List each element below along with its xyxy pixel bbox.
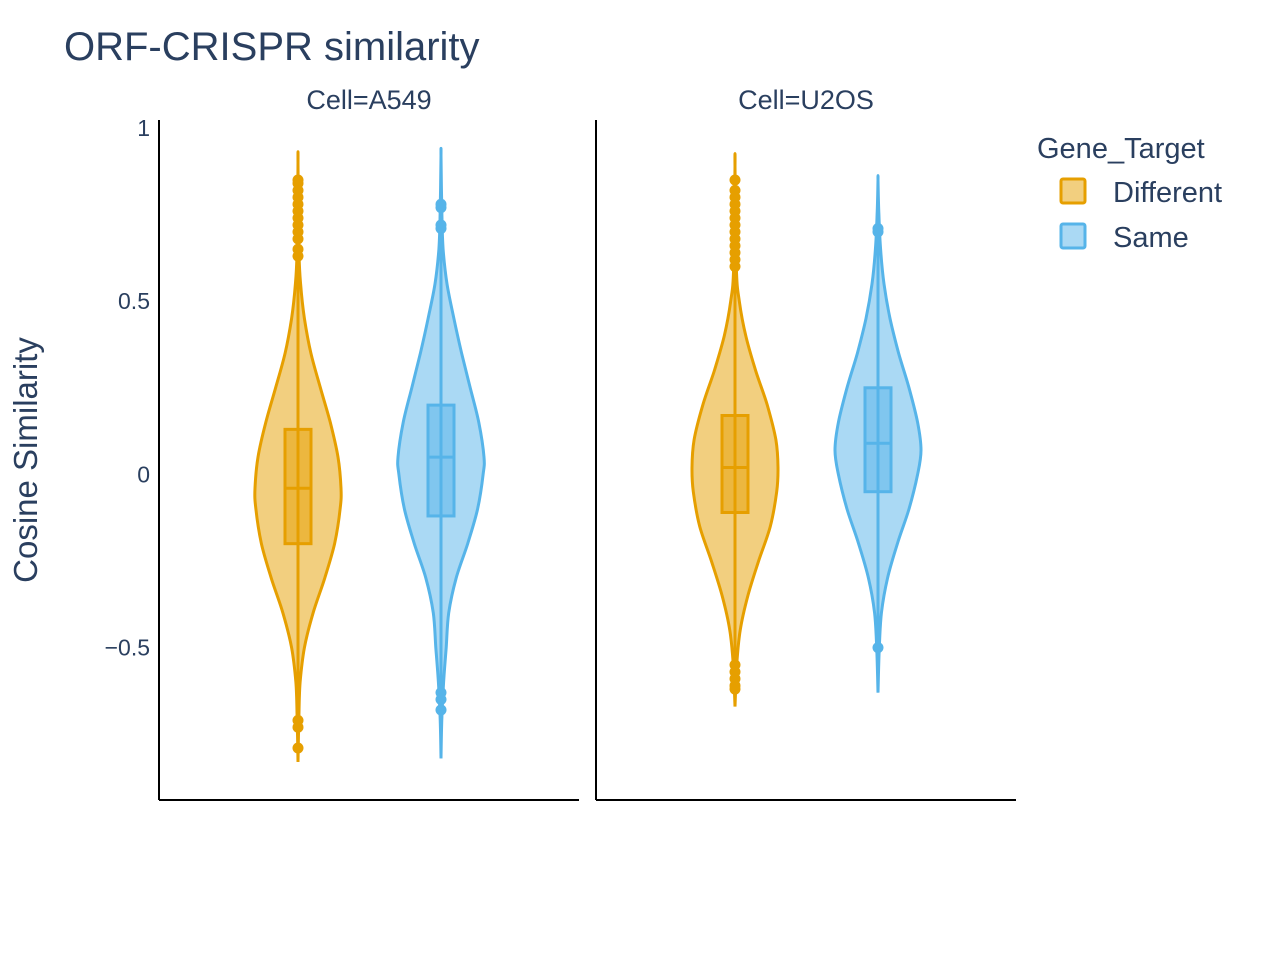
facets: Cell=A549 Cell=U2OS: [158, 85, 1016, 801]
violin-different[interactable]: [253, 150, 343, 762]
y-axis-label: Cosine Similarity: [7, 337, 44, 583]
outlier-point: [729, 174, 741, 186]
outlier-point: [729, 683, 741, 695]
legend-item-same[interactable]: Same: [1059, 222, 1189, 254]
y-tick-label: −0.5: [105, 635, 150, 661]
outlier-point: [292, 721, 304, 733]
box: [720, 414, 750, 514]
outlier-point: [435, 219, 447, 231]
violin-different[interactable]: [690, 152, 780, 707]
facet-label: Cell=A549: [306, 85, 431, 115]
y-tick-label: 1: [137, 115, 150, 141]
legend-swatch: [1059, 177, 1087, 205]
outlier-point: [872, 642, 884, 654]
box: [426, 403, 456, 518]
legend-item-different[interactable]: Different: [1059, 177, 1222, 209]
outlier-point: [292, 174, 304, 186]
outlier-point: [435, 694, 447, 706]
outlier-point: [435, 704, 447, 716]
y-tick-label: 0.5: [118, 288, 150, 314]
violin-same[interactable]: [833, 174, 923, 693]
box: [283, 427, 313, 546]
outlier-point: [729, 184, 741, 196]
facet-label: Cell=U2OS: [738, 85, 874, 115]
y-tick-label: 0: [137, 461, 150, 487]
chart-title: ORF-CRISPR similarity: [64, 25, 480, 69]
outlier-point: [292, 742, 304, 754]
legend-swatch: [1059, 222, 1087, 250]
legend-label: Same: [1113, 222, 1189, 254]
legend-title: Gene_Target: [1037, 133, 1205, 165]
facet-2: Cell=U2OS: [595, 85, 1016, 801]
outlier-point: [872, 222, 884, 234]
box: [863, 386, 893, 494]
facet-1: Cell=A549: [158, 85, 579, 801]
legend[interactable]: Gene_Target Different Same: [1037, 133, 1222, 254]
outlier-point: [435, 198, 447, 210]
legend-label: Different: [1113, 177, 1222, 209]
outlier-point: [292, 243, 304, 255]
violin-same[interactable]: [396, 146, 486, 759]
y-axis-ticks: 1 0.5 0 −0.5: [105, 115, 150, 661]
